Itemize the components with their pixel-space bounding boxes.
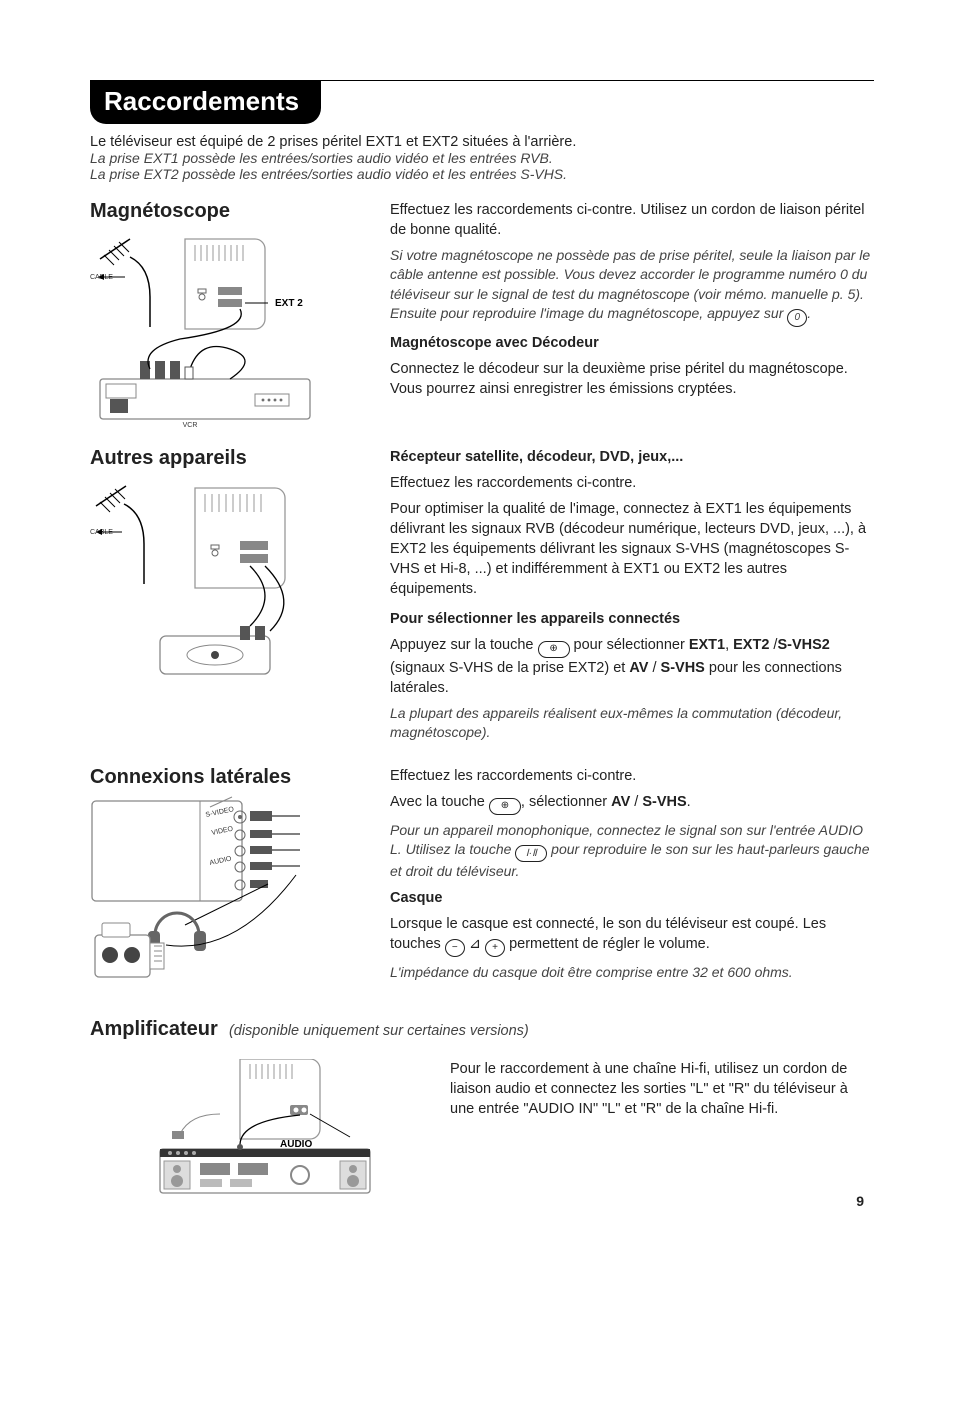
key-zero-icon: 0 — [787, 309, 807, 327]
autres-av: AV — [629, 660, 648, 676]
diagram-amplificateur: AUDIO — [150, 1059, 380, 1209]
amp-p1: Pour le raccordement à une chaîne Hi-fi,… — [450, 1059, 874, 1119]
diagram-laterales: S-VIDEO VIDEO AUDIO — [90, 795, 340, 985]
dual-sound-icon: Ⅰ·Ⅱ — [515, 845, 547, 862]
autres-p3b: pour sélectionner — [570, 637, 689, 653]
autres-ext1: EXT1 — [689, 637, 725, 653]
lat-p3b: permettent de régler le volume. — [505, 936, 710, 952]
heading-amplificateur-sub: (disponible uniquement sur certaines ver… — [229, 1023, 529, 1039]
magneto-note-b: . — [807, 305, 811, 321]
vol-plus-icon: + — [485, 939, 505, 957]
intro-line-3: La prise EXT2 possède les entrées/sortie… — [90, 166, 874, 182]
autres-svhs2: S-VHS2 — [777, 637, 829, 653]
lat-note2: L'impédance du casque doit être comprise… — [390, 963, 874, 982]
autres-note: La plupart des appareils réalisent eux-m… — [390, 704, 874, 743]
intro-line-2: La prise EXT1 possède les entrées/sortie… — [90, 150, 874, 166]
lat-p2a: Avec la touche — [390, 794, 489, 810]
lat-av: AV — [611, 794, 630, 810]
magneto-p2: Connectez le décodeur sur la deuxième pr… — [390, 359, 874, 399]
heading-autres: Autres appareils — [90, 447, 370, 470]
source-key-icon: ⊕ — [538, 641, 570, 658]
autres-sub2: Pour sélectionner les appareils connecté… — [390, 609, 874, 629]
intro-line-1: Le téléviseur est équipé de 2 prises pér… — [90, 134, 874, 150]
heading-magnetoscope: Magnétoscope — [90, 200, 370, 223]
magneto-sub1: Magnétoscope avec Décodeur — [390, 333, 874, 353]
diagram-autres: CABLE — [90, 476, 320, 686]
lat-p2b: , sélectionner — [521, 794, 611, 810]
vol-triangle-icon: ⊿ — [469, 936, 481, 952]
lat-p1: Effectuez les raccordements ci-contre. — [390, 766, 874, 786]
autres-sub1: Récepteur satellite, décodeur, DVD, jeux… — [390, 447, 874, 467]
heading-amplificateur: Amplificateur — [90, 1018, 218, 1040]
vol-minus-icon: − — [445, 939, 465, 957]
lat-p2: Avec la touche ⊕, sélectionner AV / S-VH… — [390, 792, 874, 815]
source-key-icon-2: ⊕ — [489, 798, 521, 815]
heading-amplificateur-line: Amplificateur (disponible uniquement sur… — [90, 1018, 874, 1041]
diagram-magnetoscope: CABLE EXT 2 — [90, 229, 340, 429]
magneto-note: Si votre magnétoscope ne possède pas de … — [390, 246, 874, 327]
lat-p2c: . — [687, 794, 691, 810]
lat-sub1: Casque — [390, 888, 874, 908]
lat-svhs: S-VHS — [642, 794, 686, 810]
autres-p1: Effectuez les raccordements ci-contre. — [390, 473, 874, 493]
autres-p3: Appuyez sur la touche ⊕ pour sélectionne… — [390, 635, 874, 698]
magneto-p1: Effectuez les raccordements ci-contre. U… — [390, 200, 874, 240]
intro-block: Le téléviseur est équipé de 2 prises pér… — [90, 134, 874, 182]
row-magnetoscope: Magnétoscope CABLE — [90, 200, 874, 429]
heading-laterales: Connexions latérales — [90, 766, 370, 789]
autres-p3c: (signaux S-VHS de la prise EXT2) et — [390, 660, 629, 676]
page-number: 9 — [856, 1193, 864, 1209]
autres-p2: Pour optimiser la qualité de l'image, co… — [390, 499, 874, 599]
label-vcr: VCR — [183, 422, 198, 429]
autres-svhs: S-VHS — [661, 660, 705, 676]
label-audio-amp: AUDIO — [280, 1139, 312, 1150]
row-laterales: Connexions latérales S-VIDEO VIDEO AUDIO — [90, 766, 874, 988]
autres-ext2: EXT2 — [733, 637, 769, 653]
row-autres: Autres appareils CABLE — [90, 447, 874, 748]
lat-note1: Pour un appareil monophonique, connectez… — [390, 821, 874, 882]
section-title-bar: Raccordements — [90, 80, 874, 124]
lat-p3: Lorsque le casque est connecté, le son d… — [390, 914, 874, 957]
row-amplificateur: AUDIO Pour le raccordement à une chaîne … — [90, 1059, 874, 1209]
autres-p3a: Appuyez sur la touche — [390, 637, 538, 653]
label-ext2: EXT 2 — [275, 298, 303, 309]
section-title: Raccordements — [90, 80, 321, 124]
